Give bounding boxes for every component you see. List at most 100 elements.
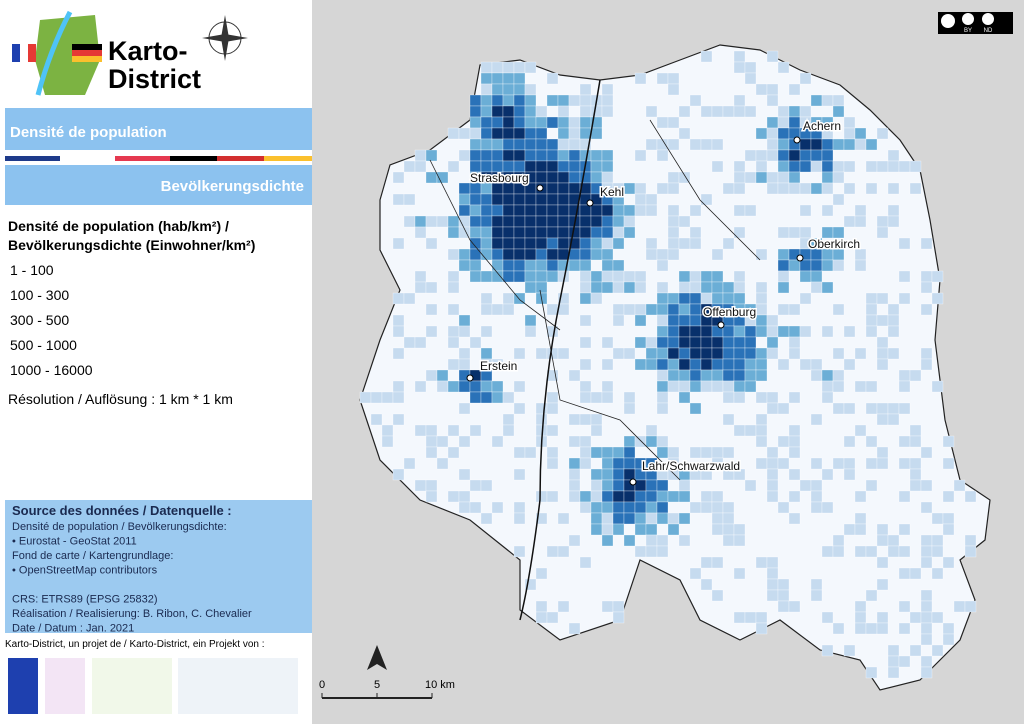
grid-cell — [920, 347, 933, 360]
grid-cell — [623, 435, 636, 448]
grid-cell — [480, 204, 493, 217]
grid-cell — [722, 237, 735, 250]
grid-cell — [491, 303, 504, 316]
grid-cell — [843, 457, 856, 470]
grid-cell — [821, 160, 834, 173]
grid-cell — [579, 314, 592, 327]
grid-cell — [623, 512, 636, 525]
grid-cell — [392, 325, 405, 338]
grid-cell — [788, 325, 801, 338]
legend-label: 1000 - 16000 — [10, 362, 93, 378]
grid-cell — [480, 83, 493, 96]
grid-cell — [920, 655, 933, 668]
grid-cell — [766, 402, 779, 415]
grid-cell — [876, 556, 889, 569]
grid-cell — [546, 259, 559, 272]
grid-cell — [447, 248, 460, 261]
grid-cell — [777, 402, 790, 415]
grid-cell — [810, 501, 823, 514]
grid-cell — [711, 347, 724, 360]
grid-cell — [887, 655, 900, 668]
grid-cell — [645, 501, 658, 514]
rhine — [519, 79, 601, 621]
grid-cell — [425, 281, 438, 294]
grid-cell — [645, 193, 658, 206]
grid-cell — [601, 83, 614, 96]
grid-cell — [458, 193, 471, 206]
grid-cell — [601, 523, 614, 536]
grid-cell — [843, 325, 856, 338]
grid-cell — [447, 127, 460, 140]
grid-cell — [579, 226, 592, 239]
grid-cell — [623, 204, 636, 217]
grid-cell — [425, 424, 438, 437]
grid-cell — [777, 358, 790, 371]
grid-cell — [810, 270, 823, 283]
grid-cell — [656, 281, 669, 294]
grid-cell — [546, 193, 559, 206]
grid-cell — [469, 127, 482, 140]
boundary — [539, 289, 681, 481]
grid-cell — [909, 479, 922, 492]
grid-cell — [590, 215, 603, 228]
grid-cell — [436, 369, 449, 382]
resolution: Résolution / Auflösung : 1 km * 1 km — [8, 391, 233, 407]
grid-cell — [491, 204, 504, 217]
grid-cell — [766, 578, 779, 591]
grid-cell — [645, 138, 658, 151]
grid-cell — [865, 325, 878, 338]
grid-cell — [579, 215, 592, 228]
grid-cell — [502, 61, 515, 74]
grid-cell — [458, 380, 471, 393]
grid-cell — [766, 149, 779, 162]
grid-cell — [513, 501, 526, 514]
grid-cell — [590, 171, 603, 184]
grid-cell — [425, 303, 438, 316]
grid-cell — [546, 237, 559, 250]
license-text: ND — [984, 28, 993, 34]
grid-cell — [843, 127, 856, 140]
grid-cell — [766, 490, 779, 503]
grid-cell — [491, 127, 504, 140]
grid-cell — [469, 479, 482, 492]
grid-cell — [656, 347, 669, 360]
grid-cell — [832, 138, 845, 151]
grid-cell — [579, 435, 592, 448]
grid-cell — [667, 325, 680, 338]
grid-cell — [931, 567, 944, 580]
grid-cell — [513, 193, 526, 206]
grid-cell — [766, 138, 779, 151]
grid-cell — [634, 149, 647, 162]
grid-cell — [469, 204, 482, 217]
grid-cell — [469, 336, 482, 349]
grid-cell — [590, 446, 603, 459]
grid-cell — [524, 94, 537, 107]
flag — [20, 44, 28, 62]
grid-cell — [634, 182, 647, 195]
grid-cell — [524, 325, 537, 338]
grid-cell — [810, 479, 823, 492]
grid-cell — [601, 94, 614, 107]
grid-cell — [590, 523, 603, 536]
grid-cell — [590, 127, 603, 140]
grid-cell — [557, 347, 570, 360]
title-fr: Densité de population — [10, 124, 167, 141]
city-dot — [717, 321, 725, 329]
city-label: Kehl — [600, 185, 624, 199]
city-label: Strasbourg — [470, 171, 529, 185]
grid-cell — [700, 281, 713, 294]
grid-cell — [733, 523, 746, 536]
grid-cell — [876, 611, 889, 624]
grid-cell — [447, 424, 460, 437]
grid-cell — [843, 215, 856, 228]
grid-cell — [414, 270, 427, 283]
boundary — [649, 119, 761, 261]
grid-cell — [722, 292, 735, 305]
grid-cell — [502, 391, 515, 404]
grid-cell — [909, 369, 922, 382]
grid-cell — [447, 336, 460, 349]
grid-cell — [876, 127, 889, 140]
grid-cell — [480, 138, 493, 151]
grid-cell — [733, 468, 746, 481]
